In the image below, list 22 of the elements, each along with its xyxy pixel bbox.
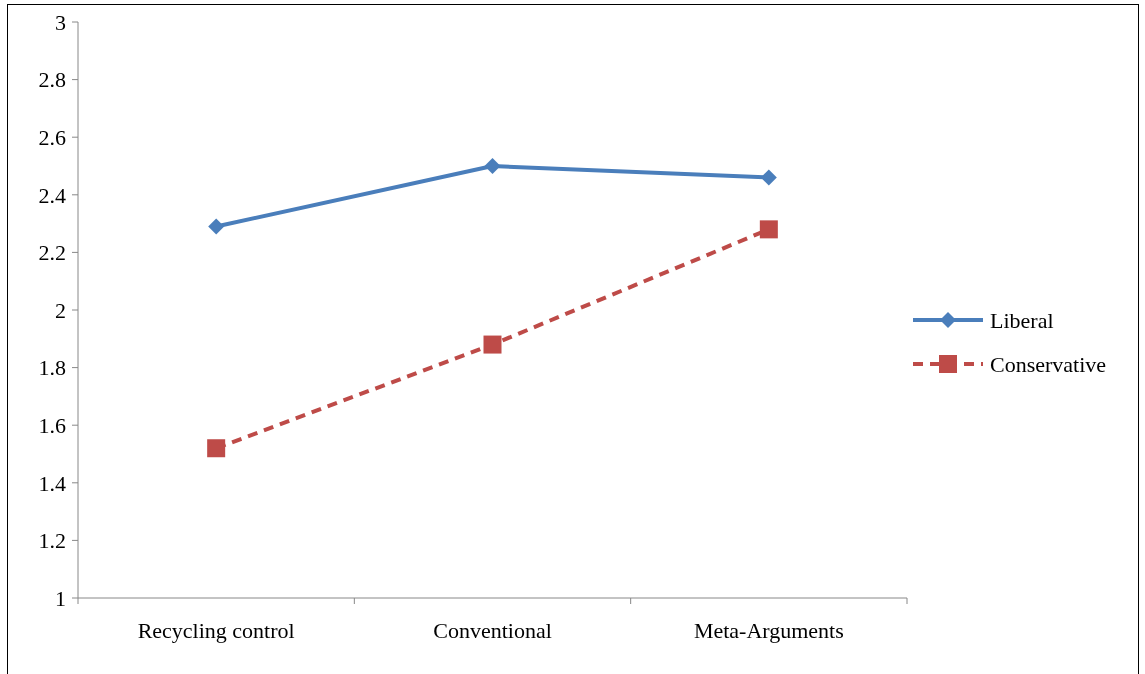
y-tick-label: 2.2 <box>38 240 66 266</box>
y-tick-label: 1.6 <box>38 412 66 438</box>
x-tick-label: Conventional <box>433 618 552 643</box>
y-tick-label: 2.6 <box>38 124 66 150</box>
y-tick-label: 3 <box>55 9 66 35</box>
point <box>484 158 501 174</box>
x-tick-label: Recycling control <box>137 618 295 643</box>
point <box>759 220 778 239</box>
point <box>760 169 777 186</box>
y-tick-label: 1.8 <box>38 355 66 381</box>
y-tick-label: 2 <box>55 297 66 323</box>
y-tick-label: 1.4 <box>38 470 66 496</box>
point <box>483 335 502 354</box>
point <box>207 439 226 458</box>
y-tick-label: 2.4 <box>38 182 66 208</box>
x-tick-label: Meta-Arguments <box>693 618 844 643</box>
y-tick-label: 1 <box>55 585 66 611</box>
y-tick-label: 2.8 <box>38 67 66 93</box>
y-tick-label: 1.2 <box>38 528 66 554</box>
legend-label: Conservative <box>990 351 1107 377</box>
legend-label: Liberal <box>990 307 1054 333</box>
point <box>208 218 225 235</box>
